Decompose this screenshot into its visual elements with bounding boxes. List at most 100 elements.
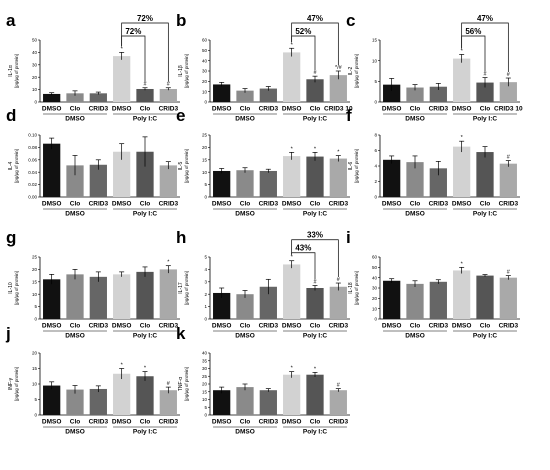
group-label: Poly I:C — [133, 116, 158, 123]
x-tick-label: Clo — [240, 323, 251, 330]
y-tick-label: 20 — [372, 296, 378, 301]
significance-mark: # — [313, 70, 317, 76]
y-tick-label: 8 — [374, 133, 377, 138]
y-axis-label: IL-2 — [348, 66, 354, 75]
bar — [136, 376, 154, 415]
significance-mark: * — [314, 146, 317, 152]
x-tick-label: DMSO — [212, 323, 232, 330]
x-tick-label: Clo — [140, 419, 151, 426]
x-tick-label: DMSO — [212, 106, 232, 113]
comparison-bracket — [291, 239, 339, 278]
y-tick-label: 20 — [32, 267, 38, 272]
percent-label: 52% — [295, 27, 311, 36]
group-label: DMSO — [405, 333, 425, 340]
y-tick-label: 20 — [202, 382, 208, 387]
significance-mark: * — [291, 146, 294, 152]
x-tick-label: Clo — [480, 106, 491, 113]
panel-j: j [pg/μg of protein]INF-γ 0 5 10 15 20 DMSO Clo C… — [5, 324, 180, 436]
x-tick-label: DMSO — [452, 323, 472, 330]
y-tick-label: 0 — [374, 100, 377, 105]
bar — [43, 385, 61, 415]
panel-letter: h — [176, 228, 186, 247]
x-tick-label: Clo — [140, 201, 151, 208]
significance-mark: * — [121, 46, 124, 52]
percent-label: 56% — [465, 27, 481, 36]
bar — [329, 390, 347, 415]
x-tick-label: DMSO — [112, 419, 132, 426]
y-tick-label: 25 — [32, 255, 38, 260]
x-tick-label: CRID3 10 — [494, 106, 523, 113]
panel-i: i [pg/μg of protein]IL-18 0 10 20 30 40 50 60 DMS… — [346, 228, 520, 340]
significance-mark: * — [337, 150, 340, 156]
x-tick-label: CRID3 — [89, 201, 109, 208]
y-unit-label: [pg/μg of protein] — [184, 54, 189, 88]
x-tick-label: CRID3 — [259, 323, 279, 330]
bar — [213, 84, 231, 102]
y-tick-label: 20 — [202, 79, 208, 84]
x-tick-label: Clo — [310, 106, 321, 113]
group-label: DMSO — [235, 211, 255, 218]
y-tick-label: 5 — [34, 397, 37, 402]
bar — [66, 274, 84, 319]
percent-label: 47% — [477, 14, 493, 23]
x-tick-label: Clo — [240, 106, 251, 113]
bar — [306, 156, 324, 197]
y-axis-label: INF-γ — [8, 377, 14, 390]
y-tick-label: 3 — [204, 279, 207, 284]
bar — [136, 88, 154, 102]
x-tick-label: DMSO — [382, 106, 402, 113]
y-tick-label: 0.00 — [28, 195, 37, 200]
y-tick-label: 0.04 — [28, 170, 37, 175]
group-label: Poly I:C — [133, 429, 158, 436]
bar — [89, 388, 107, 415]
y-unit-label: [pg/μg of protein] — [354, 54, 359, 88]
bar — [236, 387, 254, 415]
significance-mark: * — [461, 135, 464, 141]
bar — [89, 164, 107, 197]
x-tick-label: Clo — [70, 106, 81, 113]
x-tick-label: CRID3 — [259, 201, 279, 208]
group-label: DMSO — [405, 211, 425, 218]
x-tick-label: DMSO — [212, 201, 232, 208]
y-tick-label: 30 — [32, 62, 38, 67]
x-tick-label: DMSO — [42, 323, 62, 330]
y-tick-label: 15 — [32, 366, 38, 371]
bar — [43, 279, 61, 319]
bar — [43, 143, 61, 197]
group-label: DMSO — [65, 116, 85, 123]
comparison-bracket — [461, 22, 509, 73]
y-tick-label: 0.02 — [28, 182, 37, 187]
y-unit-label: [pg/μg of protein] — [14, 149, 19, 183]
bar — [89, 93, 107, 102]
y-unit-label: [pg/μg of protein] — [184, 271, 189, 305]
bar — [136, 271, 154, 319]
bar — [259, 286, 277, 319]
significance-mark: */# — [335, 65, 343, 71]
x-tick-label: CRID3 — [429, 201, 449, 208]
bar — [283, 264, 301, 319]
bar — [453, 58, 471, 102]
panel-letter: k — [176, 324, 186, 343]
percent-label: 33% — [307, 231, 323, 240]
y-tick-label: 40 — [32, 50, 38, 55]
x-tick-label: CRID3 — [159, 323, 179, 330]
y-tick-label: 60 — [202, 38, 208, 43]
y-tick-label: 15 — [32, 279, 38, 284]
bar — [406, 283, 424, 319]
x-tick-label: CRID3 — [259, 106, 279, 113]
y-tick-label: 2 — [374, 179, 377, 184]
group-label: Poly I:C — [303, 429, 328, 436]
x-tick-label: DMSO — [42, 106, 62, 113]
x-tick-label: CRID3 — [329, 323, 349, 330]
x-tick-label: CRID3 — [259, 419, 279, 426]
y-tick-label: 0 — [34, 317, 37, 322]
significance-mark: * — [291, 255, 294, 261]
y-tick-label: 0 — [204, 100, 207, 105]
bar — [113, 56, 131, 102]
x-tick-label: CRID3 — [329, 419, 349, 426]
x-tick-label: Clo — [310, 419, 321, 426]
bar — [259, 88, 277, 102]
panel-letter: d — [6, 106, 16, 125]
x-tick-label: CRID3 — [499, 201, 519, 208]
